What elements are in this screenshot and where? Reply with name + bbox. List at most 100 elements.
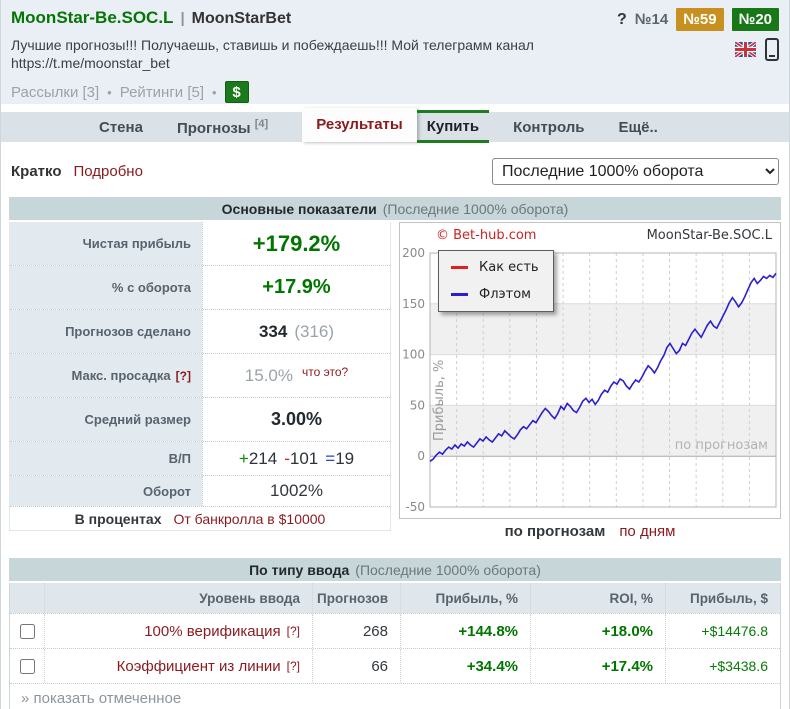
tab-buy[interactable]: Купить — [416, 109, 490, 143]
bullet: • — [107, 84, 112, 100]
chart-column: © Bet-hub.com MoonStar-Be.SOC.L Как есть… — [399, 222, 781, 542]
col-level: Уровень ввода — [44, 583, 312, 613]
svg-text:50: 50 — [410, 398, 425, 412]
bullet: • — [212, 84, 217, 100]
corner-icons — [735, 38, 779, 61]
nav-bar: Стена Прогнозы [4] Результаты Купить Кон… — [1, 108, 789, 143]
svg-text:200: 200 — [402, 246, 425, 260]
page-title[interactable]: MoonStar-Be.SOC.L — [11, 8, 174, 27]
dollar-badge[interactable]: $ — [224, 81, 249, 103]
row-roi: +18.0% — [601, 622, 653, 640]
bankroll-toggle-link[interactable]: От банкролла в $10000 — [173, 510, 326, 527]
legend-item-as-is: Как есть — [451, 260, 539, 275]
view-brief-toggle[interactable]: Кратко — [11, 163, 62, 180]
chart-footer: по прогнозам по дням — [399, 520, 781, 542]
tab-forecasts-count: [4] — [254, 117, 269, 130]
tab-more[interactable]: Ещё.. — [618, 118, 658, 136]
stat-label: Чистая прибыль — [10, 222, 202, 265]
stats-table: Чистая прибыль +179.2% % с оборота +17.9… — [9, 222, 391, 531]
chart-titles: © Bet-hub.com MoonStar-Be.SOC.L — [400, 223, 780, 243]
profit-chart: © Bet-hub.com MoonStar-Be.SOC.L Как есть… — [399, 222, 781, 519]
col-roi: ROI, % — [530, 583, 665, 613]
main-stats-title: Основные показатели — [221, 200, 377, 217]
row-count: 66 — [371, 657, 388, 675]
drawdown-help-link[interactable]: [?] — [175, 368, 191, 383]
stats-footer: В процентах От банкролла в $10000 — [10, 507, 390, 530]
input-level-link[interactable]: 100% верификация — [144, 622, 281, 640]
row-help-link[interactable]: [?] — [286, 624, 300, 638]
stat-label: Прогнозов сделано — [10, 310, 202, 353]
legend-label: Как есть — [479, 260, 539, 275]
forecasts-count-secondary: (316) — [294, 321, 335, 341]
rank-badge-orange[interactable]: №59 — [676, 8, 724, 31]
row-count: 268 — [362, 622, 388, 640]
stat-label: Оборот — [10, 476, 202, 506]
ratings-link[interactable]: Рейтинги [5] — [119, 83, 205, 101]
rank-number: №14 — [634, 11, 669, 28]
table-row: Макс. просадка [?] 15.0% что это? — [10, 354, 390, 398]
turnover-pct-value: +17.9% — [262, 276, 331, 298]
table-row: 100% верификация [?] 268 +144.8% +18.0% … — [10, 613, 780, 648]
input-level-link[interactable]: Коэффициент из линии — [116, 657, 281, 675]
blue-line-swatch — [451, 293, 468, 296]
legend-item-flat: Флэтом — [451, 287, 539, 302]
help-icon[interactable]: ? — [617, 10, 627, 28]
view-detailed-toggle[interactable]: Подробно — [73, 163, 143, 180]
rank-area: ? №14 №59 №20 — [617, 8, 779, 31]
stat-label: % с оборота — [10, 266, 202, 309]
row-checkbox[interactable] — [19, 658, 35, 674]
turnover-value: 1002% — [270, 481, 323, 500]
row-profit-pct: +144.8% — [458, 622, 518, 640]
svg-text:150: 150 — [402, 297, 425, 311]
series-line — [429, 272, 777, 462]
draws-value: 19 — [335, 448, 355, 468]
chart-copyright[interactable]: © Bet-hub.com — [436, 228, 537, 243]
table-row: % с оборота +17.9% — [10, 266, 390, 310]
title-row: MoonStar-Be.SOC.L | MoonStarBet — [11, 8, 779, 28]
stat-label: Средний размер — [10, 398, 202, 441]
forecasts-count-value: 334 — [258, 321, 288, 341]
input-type-section: По типу ввода (Последние 1000% оборота) … — [1, 558, 789, 709]
wins-value: 214 — [248, 448, 278, 468]
by-forecasts-toggle[interactable]: по прогнозам — [504, 522, 606, 540]
tab-forecasts[interactable]: Прогнозы [4] — [177, 118, 268, 137]
period-select[interactable]: Последние 1000% оборота — [492, 158, 779, 185]
input-type-header: По типу ввода (Последние 1000% оборота) — [9, 558, 781, 581]
legend-label: Флэтом — [479, 287, 531, 302]
row-help-link[interactable]: [?] — [286, 659, 300, 673]
net-profit-value: +179.2% — [252, 230, 341, 256]
wins-sign: + — [238, 448, 249, 468]
red-line-swatch — [451, 266, 468, 269]
title-separator: | — [180, 10, 185, 27]
mobile-phone-icon[interactable] — [765, 38, 779, 61]
by-days-link[interactable]: по дням — [619, 522, 676, 540]
tab-results[interactable]: Результаты — [302, 108, 417, 142]
input-type-title-suffix: (Последние 1000% оборота) — [355, 561, 541, 578]
col-count: Прогнозов — [312, 583, 400, 613]
row-profit-usd: +$14476.8 — [701, 623, 768, 639]
checkbox-column-header — [10, 583, 44, 613]
controls-row: Кратко Подробно Последние 1000% оборота — [1, 142, 789, 197]
table-row: Коэффициент из линии [?] 66 +34.4% +17.4… — [10, 648, 780, 683]
table-row: Средний размер 3.00% — [10, 398, 390, 442]
losses-sign: - — [284, 448, 290, 468]
table-row: Прогнозов сделано 334 (316) — [10, 310, 390, 354]
row-profit-usd: +$3438.6 — [709, 658, 768, 674]
tab-control[interactable]: Контроль — [513, 118, 585, 136]
rank-badge-green[interactable]: №20 — [731, 8, 779, 31]
in-percent-toggle[interactable]: В процентах — [74, 510, 162, 527]
page-subtitle: MoonStarBet — [191, 10, 292, 27]
table-row: Оборот 1002% — [10, 476, 390, 507]
row-checkbox[interactable] — [19, 623, 35, 639]
top-header: MoonStar-Be.SOC.L | MoonStarBet ? №14 №5… — [1, 0, 789, 104]
tab-wall[interactable]: Стена — [99, 118, 143, 136]
uk-flag-icon[interactable] — [735, 42, 756, 57]
main-stats-header: Основные показатели (Последние 1000% обо… — [9, 197, 781, 220]
drawdown-value: 15.0% — [244, 365, 293, 385]
input-type-title: По типу ввода — [249, 561, 350, 578]
what-is-it-link[interactable]: что это? — [302, 364, 349, 379]
show-selected-link[interactable]: » показать отмеченное — [10, 683, 780, 709]
col-profit-usd: Прибыль, $ — [665, 583, 780, 613]
mailings-link[interactable]: Рассылки [3] — [11, 83, 100, 101]
svg-text:0: 0 — [417, 449, 425, 463]
